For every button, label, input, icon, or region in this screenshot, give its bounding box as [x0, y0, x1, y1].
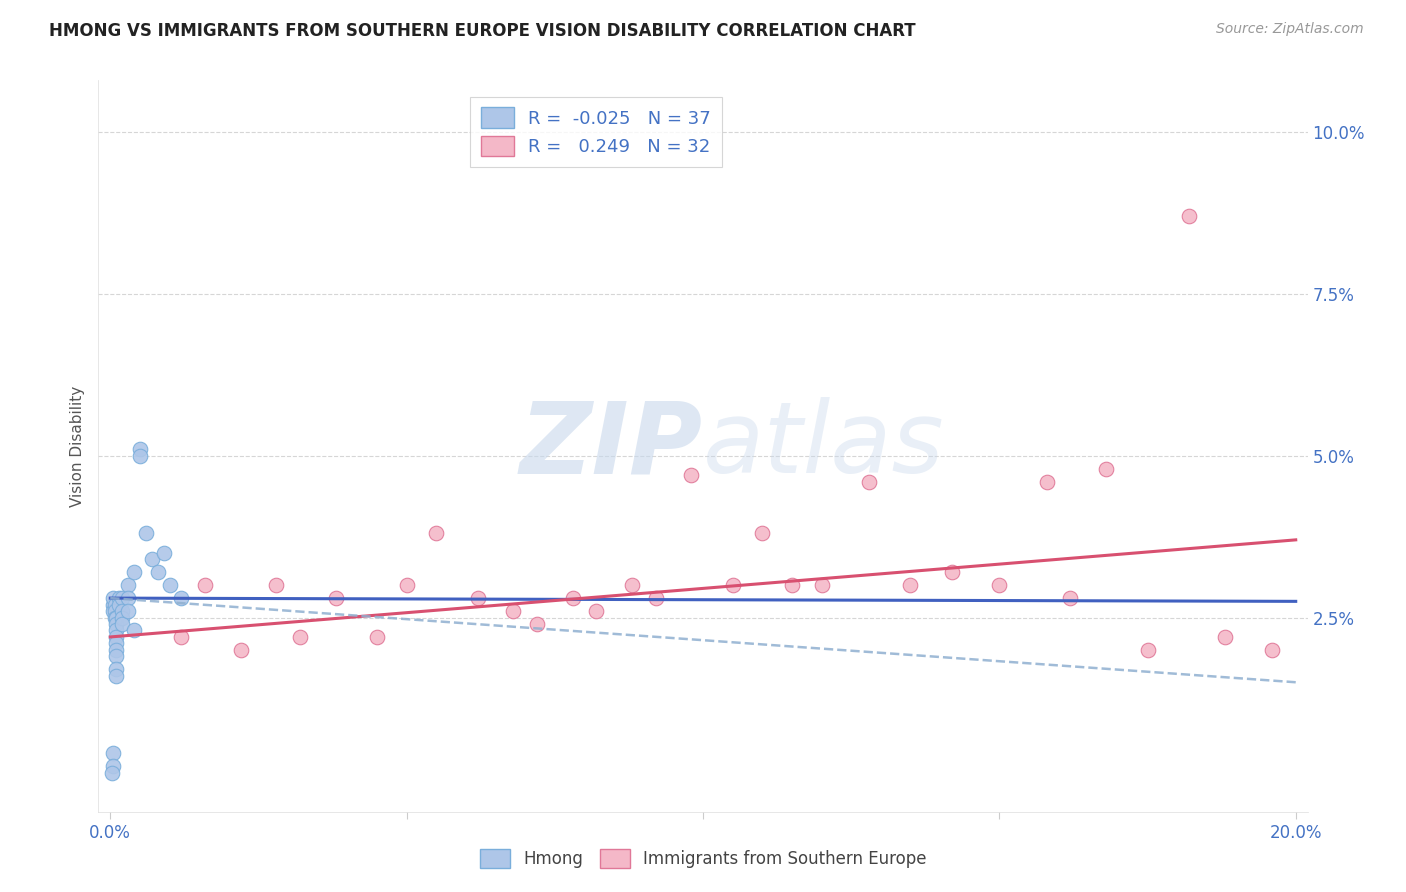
Point [117, 591, 139, 606]
Point [395, 578, 418, 592]
Point [1178, 209, 1201, 223]
Y-axis label: Vision Disability: Vision Disability [69, 385, 84, 507]
Point [366, 630, 388, 644]
Point [105, 643, 128, 657]
Point [122, 624, 145, 638]
Point [104, 604, 127, 618]
Text: HMONG VS IMMIGRANTS FROM SOUTHERN EUROPE VISION DISABILITY CORRELATION CHART: HMONG VS IMMIGRANTS FROM SOUTHERN EUROPE… [49, 22, 915, 40]
Point [1036, 475, 1059, 489]
Point [129, 449, 152, 463]
Point [170, 591, 193, 606]
Point [941, 566, 963, 580]
Point [108, 598, 131, 612]
Point [103, 747, 125, 761]
Point [111, 604, 134, 618]
Point [858, 475, 880, 489]
Point [117, 578, 139, 592]
Point [135, 526, 157, 541]
Point [105, 610, 128, 624]
Point [170, 630, 193, 644]
Point [1136, 643, 1159, 657]
Point [780, 578, 803, 592]
Point [1261, 643, 1284, 657]
Point [751, 526, 773, 541]
Point [810, 578, 832, 592]
Text: ZIP: ZIP [520, 398, 703, 494]
Point [1059, 591, 1081, 606]
Point [103, 598, 125, 612]
Point [1095, 461, 1118, 475]
Point [108, 591, 131, 606]
Point [721, 578, 744, 592]
Point [681, 468, 703, 483]
Point [129, 442, 152, 457]
Point [325, 591, 347, 606]
Point [152, 546, 174, 560]
Point [502, 604, 524, 618]
Point [104, 598, 127, 612]
Point [105, 649, 128, 664]
Point [644, 591, 666, 606]
Point [105, 630, 128, 644]
Point [103, 604, 125, 618]
Point [146, 566, 169, 580]
Point [141, 552, 163, 566]
Point [1213, 630, 1236, 644]
Point [425, 526, 447, 541]
Point [159, 578, 181, 592]
Text: Source: ZipAtlas.com: Source: ZipAtlas.com [1216, 22, 1364, 37]
Point [105, 636, 128, 650]
Point [117, 604, 139, 618]
Point [467, 591, 489, 606]
Point [105, 617, 128, 632]
Point [988, 578, 1011, 592]
Point [105, 669, 128, 683]
Legend: Hmong, Immigrants from Southern Europe: Hmong, Immigrants from Southern Europe [472, 842, 934, 875]
Point [104, 610, 127, 624]
Point [111, 617, 134, 632]
Point [585, 604, 607, 618]
Text: atlas: atlas [703, 398, 945, 494]
Point [194, 578, 217, 592]
Point [111, 610, 134, 624]
Point [105, 624, 128, 638]
Legend: R =  -0.025   N = 37, R =   0.249   N = 32: R = -0.025 N = 37, R = 0.249 N = 32 [470, 96, 721, 167]
Point [561, 591, 583, 606]
Point [101, 765, 124, 780]
Point [288, 630, 311, 644]
Point [122, 566, 145, 580]
Point [103, 759, 125, 773]
Point [620, 578, 643, 592]
Point [264, 578, 287, 592]
Point [900, 578, 922, 592]
Point [105, 662, 128, 676]
Point [111, 591, 134, 606]
Point [229, 643, 252, 657]
Point [103, 591, 125, 606]
Point [526, 617, 548, 632]
